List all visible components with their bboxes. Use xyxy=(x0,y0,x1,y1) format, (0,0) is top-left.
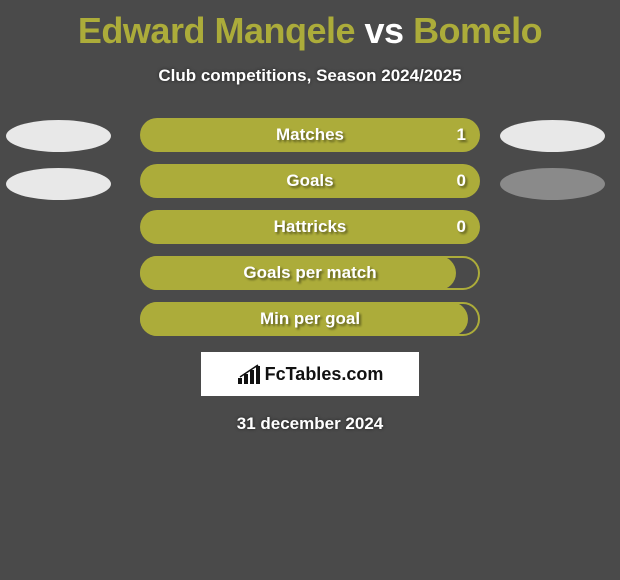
title-player1: Edward Manqele xyxy=(78,10,355,51)
stat-label: Matches xyxy=(140,118,480,152)
stats-container: Matches1Goals0Hattricks0Goals per matchM… xyxy=(140,118,480,336)
stat-value: 0 xyxy=(457,210,466,244)
chart-subtitle: Club competitions, Season 2024/2025 xyxy=(0,66,620,86)
attribution-badge: FcTables.com xyxy=(201,352,419,396)
right-ellipse-group xyxy=(500,120,605,216)
player-ellipse xyxy=(500,168,605,200)
title-vs: vs xyxy=(365,10,404,51)
stat-row: Min per goal xyxy=(140,302,480,336)
stat-row: Hattricks0 xyxy=(140,210,480,244)
attribution-text: FcTables.com xyxy=(265,364,384,385)
chart-date: 31 december 2024 xyxy=(0,414,620,434)
player-ellipse xyxy=(6,120,111,152)
stat-row: Matches1 xyxy=(140,118,480,152)
left-ellipse-group xyxy=(6,120,111,216)
stat-label: Goals xyxy=(140,164,480,198)
player-ellipse xyxy=(6,168,111,200)
chart-title: Edward Manqele vs Bomelo xyxy=(0,0,620,52)
stat-row: Goals per match xyxy=(140,256,480,290)
player-ellipse xyxy=(500,120,605,152)
stat-value: 0 xyxy=(457,164,466,198)
chart-icon xyxy=(237,364,263,384)
stat-label: Goals per match xyxy=(140,256,480,290)
stat-label: Hattricks xyxy=(140,210,480,244)
title-player2: Bomelo xyxy=(413,10,542,51)
stat-label: Min per goal xyxy=(140,302,480,336)
stat-value: 1 xyxy=(457,118,466,152)
stat-row: Goals0 xyxy=(140,164,480,198)
